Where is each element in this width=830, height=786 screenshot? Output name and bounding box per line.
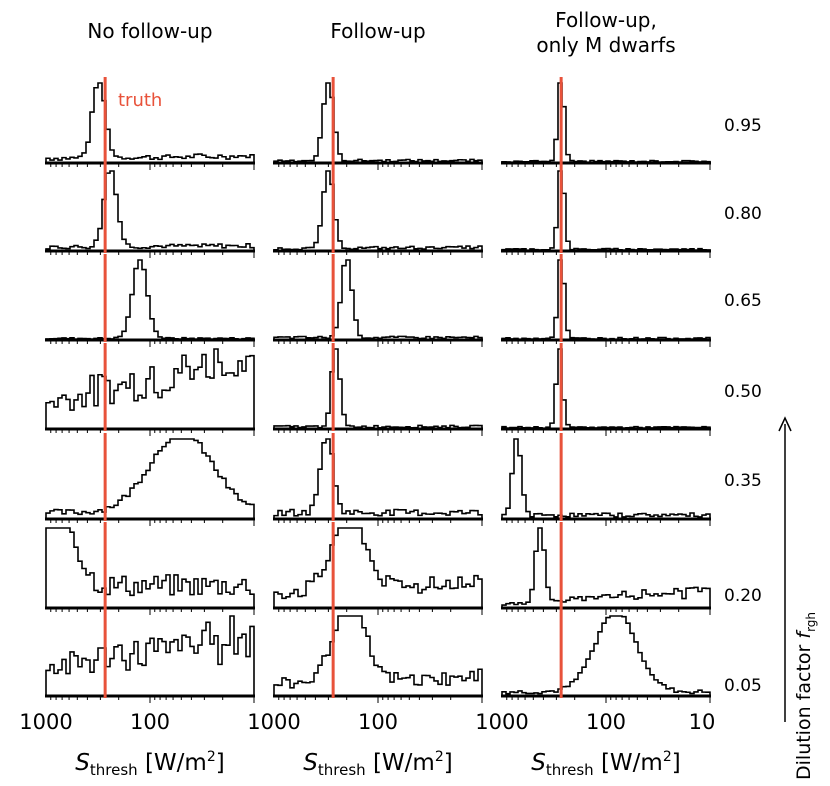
dilution-axis-arrow bbox=[778, 416, 792, 722]
column-titles: No follow-up Follow-up Follow-up, only M… bbox=[87, 8, 675, 57]
panel-col1-row-0.95 bbox=[45, 77, 255, 170]
truth-label: truth bbox=[118, 90, 162, 111]
panel-col2-row-0.95 bbox=[273, 77, 483, 170]
x-tick-label-col1-100: 100 bbox=[130, 710, 170, 734]
y-axis-label: Dilution factor frgh bbox=[793, 612, 818, 780]
panel-col1-row-0.05 bbox=[45, 610, 255, 703]
histogram-series bbox=[501, 438, 711, 519]
histogram-series bbox=[273, 259, 483, 340]
row-label-0.80: 0.80 bbox=[724, 204, 762, 224]
column-title-follow-up: Follow-up bbox=[330, 19, 425, 43]
histogram-series bbox=[45, 170, 255, 251]
histogram-series bbox=[45, 259, 255, 340]
panel-col2-row-0.65 bbox=[273, 254, 483, 347]
row-label-0.95: 0.95 bbox=[724, 116, 762, 136]
histogram-series bbox=[501, 259, 711, 340]
histogram-series bbox=[273, 527, 483, 608]
histogram-series bbox=[501, 348, 711, 429]
panel-col3-row-0.35 bbox=[501, 433, 711, 526]
x-tick-label-col1-1000: 1000 bbox=[19, 710, 72, 734]
panel-col3-row-0.50 bbox=[501, 343, 711, 436]
panel-col2-row-0.80 bbox=[273, 165, 483, 258]
panel-col3-row-0.95 bbox=[501, 77, 711, 170]
histogram-series bbox=[45, 615, 255, 696]
histogram-series bbox=[45, 438, 255, 519]
histogram-series bbox=[45, 82, 255, 163]
x-tick-label-col2-100: 100 bbox=[358, 710, 398, 734]
column-title-m-dwarfs-line-2: only M dwarfs bbox=[536, 33, 675, 57]
row-label-0.50: 0.50 bbox=[724, 382, 762, 402]
x-tick-label-col2-1000: 1000 bbox=[247, 710, 300, 734]
row-labels: 0.95 0.80 0.65 0.50 0.35 0.20 0.05 bbox=[724, 116, 762, 696]
panel-col1-row-0.65 bbox=[45, 254, 255, 347]
panel-col3-row-0.05 bbox=[501, 610, 711, 703]
x-tick-labels: 1000 100 1000 100 1000 100 10 bbox=[19, 710, 715, 734]
panel-col2-row-0.35 bbox=[273, 433, 483, 526]
histogram-series bbox=[45, 527, 255, 608]
x-axis-label-col3: Sthresh [W/m2] bbox=[531, 749, 680, 779]
histogram-series bbox=[273, 82, 483, 163]
histogram-series bbox=[501, 170, 711, 251]
x-tick-label-col3-100: 100 bbox=[586, 710, 626, 734]
x-tick-label-col3-1000: 1000 bbox=[475, 710, 528, 734]
column-title-m-dwarfs-line-1: Follow-up, bbox=[555, 8, 657, 32]
histogram-series bbox=[45, 348, 255, 429]
row-label-0.65: 0.65 bbox=[724, 291, 762, 311]
panel-col2-row-0.50 bbox=[273, 343, 483, 436]
histogram-series bbox=[501, 527, 711, 608]
histogram-series bbox=[273, 348, 483, 429]
histogram-series bbox=[273, 170, 483, 251]
panel-col1-row-0.50 bbox=[45, 343, 255, 436]
x-axis-label-col1: Sthresh [W/m2] bbox=[75, 749, 224, 779]
histogram-series bbox=[273, 438, 483, 519]
histogram-series bbox=[273, 615, 483, 696]
x-axis-label-col2: Sthresh [W/m2] bbox=[303, 749, 452, 779]
panel-col3-row-0.65 bbox=[501, 254, 711, 347]
histogram-series bbox=[501, 82, 711, 163]
panel-col3-row-0.20 bbox=[501, 522, 711, 615]
panel-col2-row-0.20 bbox=[273, 522, 483, 615]
x-axis-labels: Sthresh [W/m2] Sthresh [W/m2] Sthresh [W… bbox=[75, 749, 680, 779]
panel-col1-row-0.20 bbox=[45, 522, 255, 615]
histogram-panels bbox=[45, 77, 711, 703]
panel-col1-row-0.80 bbox=[45, 165, 255, 258]
row-label-0.35: 0.35 bbox=[724, 471, 762, 491]
panel-col1-row-0.35 bbox=[45, 433, 255, 526]
histogram-series bbox=[501, 615, 711, 696]
x-tick-label-col3-10: 10 bbox=[689, 710, 716, 734]
panel-col3-row-0.80 bbox=[501, 165, 711, 258]
row-label-0.20: 0.20 bbox=[724, 586, 762, 606]
panel-col2-row-0.05 bbox=[273, 610, 483, 703]
row-label-0.05: 0.05 bbox=[724, 676, 762, 696]
column-title-no-follow-up: No follow-up bbox=[87, 19, 212, 43]
